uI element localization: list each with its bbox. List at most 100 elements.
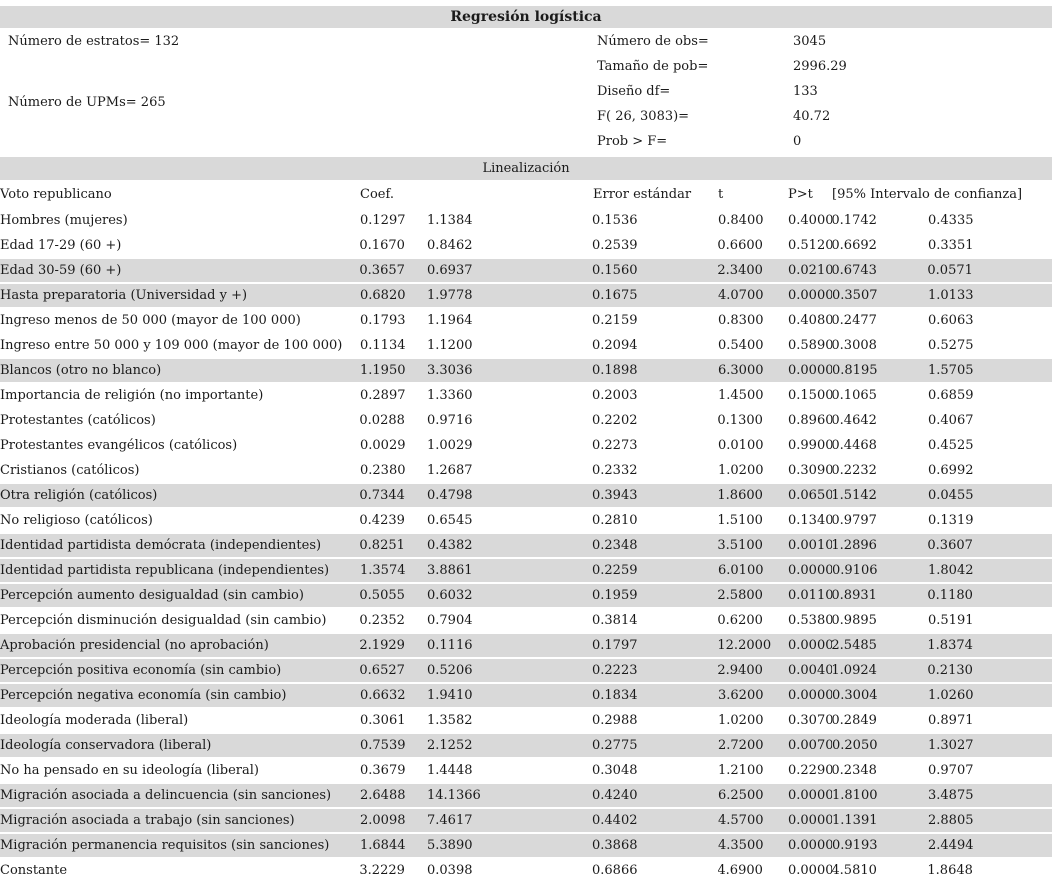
row-odds-ratio: 1.0029 [427, 433, 592, 459]
stat-pob-value: 2996.29 [793, 59, 847, 74]
row-ci-low: 0.9106 [832, 558, 928, 584]
row-t: -0.6600 [718, 233, 788, 259]
row-ci-low: -0.6692 [832, 233, 928, 259]
row-ci-high: 1.8042 [928, 558, 1052, 584]
row-t: 4.3500 [718, 833, 788, 859]
row-p: 0.0000 [788, 833, 832, 859]
row-ci-low: -0.1065 [832, 383, 928, 409]
row-coef: -0.4239 [360, 508, 427, 534]
row-coef: 0.6632 [360, 683, 427, 709]
table-row: Percepción disminución desigualdad (sin … [0, 608, 1052, 634]
row-odds-ratio: 2.1252 [427, 733, 592, 759]
row-ci-low: -1.0924 [832, 658, 928, 684]
row-odds-ratio: 1.1200 [427, 333, 592, 359]
row-coef: -0.2352 [360, 608, 427, 634]
row-std-error: 0.2348 [592, 533, 718, 559]
row-p: 0.0010 [788, 533, 832, 559]
row-variable-label: Aprobación presidencial (no aprobación) [0, 633, 360, 659]
row-p: 0.0040 [788, 658, 832, 684]
table-row: Ideología conservadora (liberal) 0.7539 … [0, 733, 1052, 759]
row-coef: 0.1134 [360, 333, 427, 359]
row-odds-ratio: 1.2687 [427, 458, 592, 484]
table-row: Hasta preparatoria (Universidad y +) 0.6… [0, 283, 1052, 309]
row-p: 0.0000 [788, 633, 832, 659]
row-p: 0.0000 [788, 683, 832, 709]
row-std-error: 0.1898 [592, 358, 718, 384]
row-odds-ratio: 3.8861 [427, 558, 592, 584]
row-coef: 2.6488 [360, 783, 427, 809]
row-ci-high: 2.4494 [928, 833, 1052, 859]
row-std-error: 0.1536 [592, 208, 718, 234]
row-t: 6.3000 [718, 358, 788, 384]
row-odds-ratio: 3.3036 [427, 358, 592, 384]
row-odds-ratio: 1.9410 [427, 683, 592, 709]
row-std-error: 0.1834 [592, 683, 718, 709]
row-t: -4.6900 [718, 858, 788, 884]
row-p: 0.0210 [788, 258, 832, 284]
row-coef: 0.2897 [360, 383, 427, 409]
row-t: -1.5100 [718, 508, 788, 534]
row-std-error: 0.2988 [592, 708, 718, 734]
row-p: 0.1340 [788, 508, 832, 534]
row-variable-label: Protestantes evangélicos (católicos) [0, 433, 360, 459]
row-p: 0.5380 [788, 608, 832, 634]
row-coef: 0.3679 [360, 758, 427, 784]
row-ci-low: 1.1391 [832, 808, 928, 834]
row-p: 0.0070 [788, 733, 832, 759]
row-variable-label: Edad 17-29 (60 +) [0, 233, 360, 259]
row-variable-label: Percepción negativa economía (sin cambio… [0, 683, 360, 709]
row-t: -0.1300 [718, 408, 788, 434]
row-std-error: 0.1959 [592, 583, 718, 609]
row-ci-low: -2.5485 [832, 633, 928, 659]
table-row: Migración asociada a delincuencia (sin s… [0, 783, 1052, 809]
row-p: 0.4000 [788, 208, 832, 234]
row-coef: 0.0029 [360, 433, 427, 459]
col-header-odds-ratio: Razón de probabilidad [427, 181, 593, 209]
row-coef: 2.0098 [360, 808, 427, 834]
row-p: 0.0110 [788, 583, 832, 609]
row-odds-ratio: 0.6937 [427, 258, 592, 284]
row-ci-low: -0.1742 [832, 208, 928, 234]
row-coef: -3.2229 [360, 858, 427, 884]
table-title: Regresión logística [0, 6, 1052, 28]
row-p: 0.8960 [788, 408, 832, 434]
row-odds-ratio: 1.4448 [427, 758, 592, 784]
row-variable-label: Protestantes (católicos) [0, 408, 360, 434]
row-variable-label: Migración asociada a delincuencia (sin s… [0, 783, 360, 809]
row-odds-ratio: 0.4798 [427, 483, 592, 509]
row-std-error: 0.4240 [592, 783, 718, 809]
row-std-error: 0.3943 [592, 483, 718, 509]
row-ci-high: 0.4335 [928, 208, 1052, 234]
table-row: No religioso (católicos) -0.4239 0.6545 … [0, 508, 1052, 534]
table-row: Migración permanencia requisitos (sin sa… [0, 833, 1052, 859]
row-ci-high: 1.0133 [928, 283, 1052, 309]
row-coef: 0.6820 [360, 283, 427, 309]
row-variable-label: No ha pensado en su ideología (liberal) [0, 758, 360, 784]
col-header-std-error: Error estándar [592, 181, 718, 209]
row-p: 0.5890 [788, 333, 832, 359]
row-odds-ratio: 0.1116 [427, 633, 592, 659]
row-std-error: 0.1675 [592, 283, 718, 309]
row-ci-low: 1.8100 [832, 783, 928, 809]
row-coef: 0.1297 [360, 208, 427, 234]
stat-df-value: 133 [793, 84, 818, 99]
table-row: Identidad partidista demócrata (independ… [0, 533, 1052, 559]
stat-pob-label: Tamaño de pob= [597, 59, 709, 74]
row-coef: -2.1929 [360, 633, 427, 659]
table-row: Protestantes evangélicos (católicos) 0.0… [0, 433, 1052, 459]
row-ci-low: -0.4642 [832, 408, 928, 434]
row-variable-label: Cristianos (católicos) [0, 458, 360, 484]
row-ci-low: -0.2232 [832, 458, 928, 484]
row-std-error: 0.2259 [592, 558, 718, 584]
row-p: 0.0000 [788, 783, 832, 809]
stat-prob-value: 0 [793, 134, 802, 149]
row-coef: -0.8251 [360, 533, 427, 559]
row-t: -2.5800 [718, 583, 788, 609]
row-p: 0.0650 [788, 483, 832, 509]
table-row: No ha pensado en su ideología (liberal) … [0, 758, 1052, 784]
row-variable-label: Ideología conservadora (liberal) [0, 733, 360, 759]
table-row: Protestantes (católicos) -0.0288 0.9716 … [0, 408, 1052, 434]
table-row: Percepción positiva economía (sin cambio… [0, 658, 1052, 684]
table-row: Percepción aumento desigualdad (sin camb… [0, 583, 1052, 609]
row-odds-ratio: 5.3890 [427, 833, 592, 859]
